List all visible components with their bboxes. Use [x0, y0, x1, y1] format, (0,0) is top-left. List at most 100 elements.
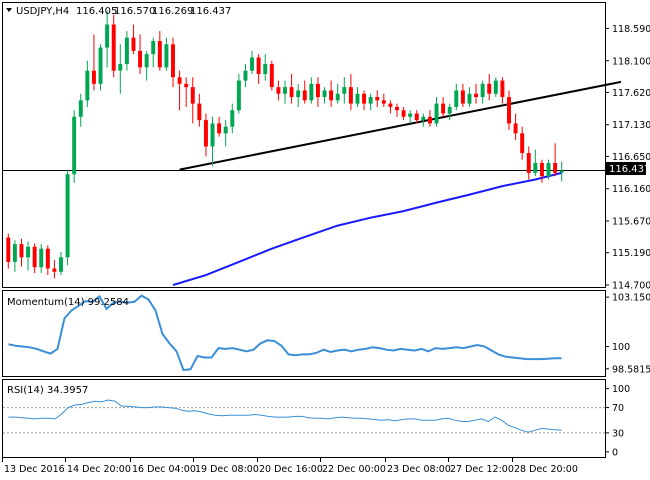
candle-body	[72, 116, 77, 175]
candle-body	[230, 110, 235, 127]
rsi-tick-label: 70	[612, 403, 624, 414]
candle-body	[65, 174, 70, 258]
candle	[52, 259, 57, 279]
candle-body	[276, 87, 281, 94]
candle	[243, 64, 248, 88]
chart-close: 116.437	[190, 6, 231, 17]
candle	[526, 146, 531, 180]
candle	[513, 113, 518, 140]
price-tick-label: 115.190	[612, 248, 650, 259]
candle-body	[39, 248, 44, 268]
candle	[427, 110, 432, 127]
time-tick-label: 22 Dec 00:00	[322, 464, 386, 475]
candle-body	[118, 64, 123, 71]
candle	[19, 238, 24, 267]
chart-header: USDJPY,H4 116.405 116.570 116.269 116.43…	[6, 6, 231, 17]
candle-body	[236, 80, 241, 111]
candle-body	[98, 47, 103, 84]
candle-body	[111, 24, 116, 71]
candle	[348, 73, 353, 111]
candle	[395, 103, 399, 117]
dropdown-triangle-icon[interactable]	[6, 8, 12, 12]
candle-body	[487, 83, 492, 94]
last-price-tag-bg	[606, 162, 646, 175]
candle	[85, 60, 90, 107]
candle	[302, 80, 307, 104]
candle	[151, 37, 156, 68]
candle	[493, 77, 498, 98]
momentum-tick-label: 100	[612, 342, 630, 353]
candle	[342, 77, 347, 104]
candle-body	[124, 37, 129, 65]
price-axis: 118.590 118.100 117.620 117.130 116.650 116.1…	[605, 24, 650, 292]
price-tick-label: 114.700	[612, 281, 650, 292]
candle	[539, 159, 544, 183]
candle	[315, 77, 320, 107]
chart-high: 116.570	[114, 6, 155, 17]
candle-body	[250, 57, 255, 71]
candle	[520, 126, 525, 160]
chart-open: 116.405	[76, 6, 117, 17]
candle-body	[59, 257, 63, 272]
candle	[335, 83, 340, 104]
momentum-tick-label: 98.5815	[612, 364, 650, 375]
candle	[401, 106, 406, 121]
candle	[408, 110, 413, 124]
momentum-tick-label: 103.1506	[612, 293, 650, 304]
momentum-panel-frame	[2, 290, 606, 377]
candle	[190, 77, 195, 124]
candle-body	[184, 83, 189, 88]
candle-body	[19, 244, 24, 258]
candle-body	[190, 87, 195, 104]
candle	[236, 73, 241, 114]
chart-low: 116.269	[152, 6, 193, 17]
candle	[559, 161, 564, 182]
candle	[309, 77, 314, 104]
candle-body	[131, 37, 136, 51]
candlesticks	[6, 11, 564, 279]
chart-symbol: USDJPY,H4	[16, 6, 69, 17]
candle	[111, 14, 116, 78]
candle	[362, 90, 367, 111]
rsi-line	[8, 399, 562, 433]
candle	[184, 77, 189, 107]
candle-body	[138, 50, 143, 68]
candle-body	[375, 97, 380, 101]
candle	[263, 54, 268, 81]
candle-body	[447, 106, 452, 114]
time-tick-label: 14 Dec 20:00	[67, 464, 131, 475]
price-tick-label: 115.670	[612, 217, 650, 228]
candle	[480, 80, 485, 104]
time-tick-label: 16 Dec 04:00	[132, 464, 196, 475]
candle-body	[342, 87, 347, 94]
moving-average-line	[172, 171, 562, 286]
candle-body	[52, 268, 57, 272]
candle	[144, 50, 149, 81]
time-tick-label: 27 Dec 12:00	[450, 464, 514, 475]
candle-body	[388, 103, 393, 107]
candle	[533, 149, 538, 177]
candle-body	[355, 93, 360, 104]
candle	[250, 50, 255, 74]
candle-body	[441, 103, 446, 114]
candle-body	[12, 244, 17, 262]
momentum-series	[8, 294, 562, 372]
candle-body	[454, 90, 459, 107]
rsi-levels	[3, 407, 605, 434]
candle-body	[362, 93, 367, 104]
candle	[414, 110, 419, 124]
candle-body	[223, 126, 228, 134]
candle	[59, 252, 63, 276]
candle-body	[526, 153, 531, 173]
candle-body	[197, 103, 202, 121]
candle-body	[302, 90, 307, 101]
candle-body	[210, 123, 215, 147]
candle-body	[553, 162, 558, 173]
price-tick-label: 118.590	[612, 24, 650, 35]
candle-body	[401, 110, 406, 117]
candle-body	[144, 54, 149, 68]
candle-body	[414, 113, 419, 121]
rsi-title: RSI(14) 34.3957	[7, 385, 88, 396]
candle	[171, 37, 175, 88]
